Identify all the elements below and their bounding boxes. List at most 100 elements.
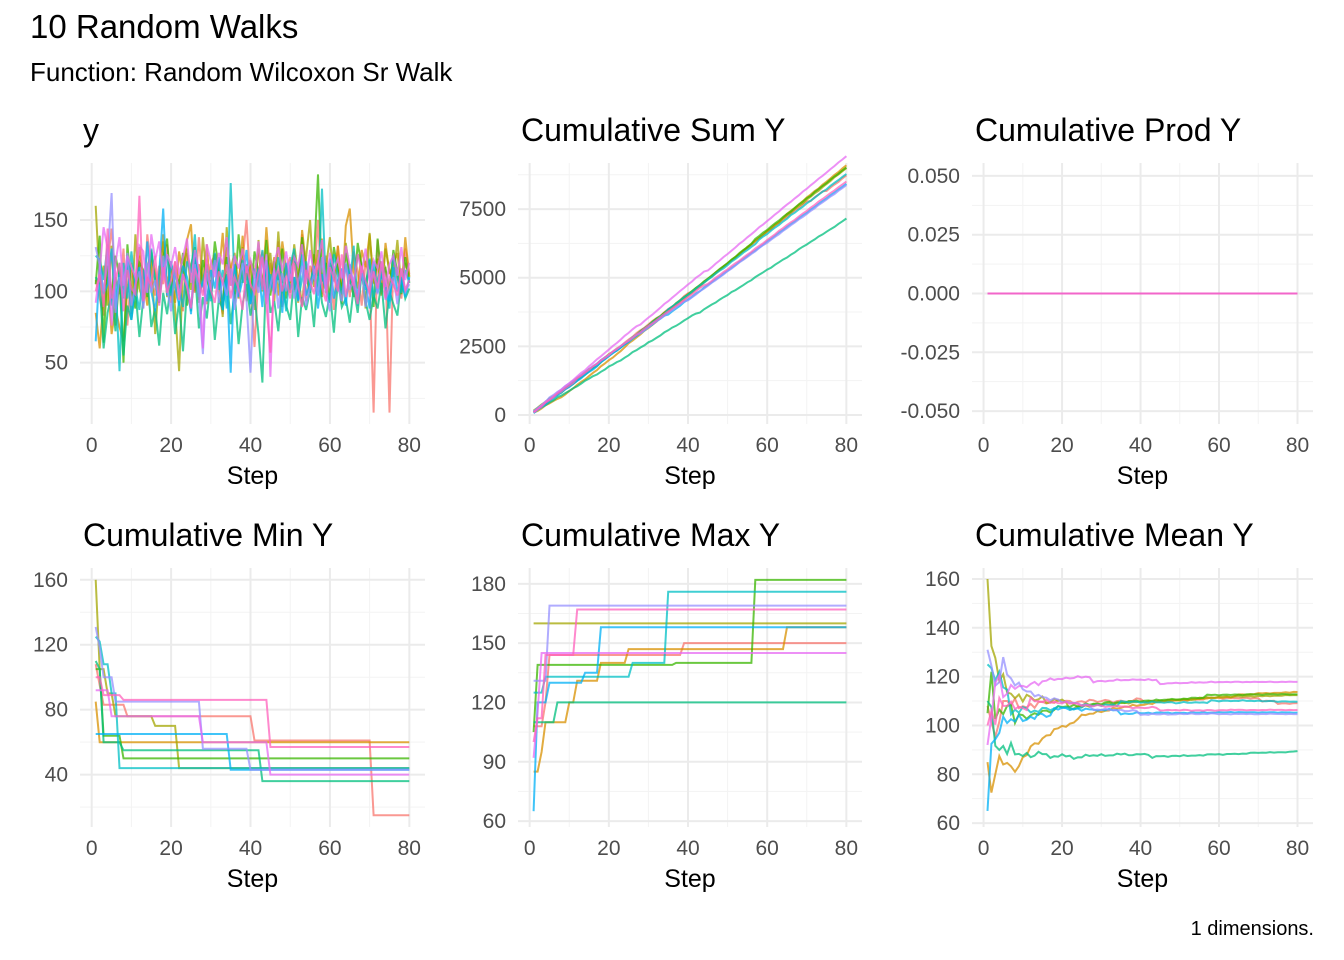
- series-line-7: [532, 626, 847, 812]
- panel-title: y: [83, 112, 99, 148]
- y-tick-label: 150: [33, 209, 68, 232]
- x-tick-label: 20: [597, 837, 620, 860]
- x-axis-label: Step: [227, 462, 278, 490]
- y-tick-label: 0.025: [907, 224, 960, 247]
- x-tick-label: 40: [676, 434, 699, 457]
- y-tick-label: 7500: [459, 198, 506, 221]
- x-tick-label: 60: [318, 434, 341, 457]
- series-line-6: [986, 663, 1298, 717]
- x-tick-label: 20: [159, 434, 182, 457]
- series-line-1: [986, 696, 1298, 741]
- y-tick-label: 0: [494, 404, 506, 427]
- x-axis-label: Step: [664, 865, 715, 893]
- series-line-4: [532, 578, 847, 733]
- panel-title: Cumulative Prod Y: [975, 112, 1241, 148]
- series-line-9: [532, 155, 848, 414]
- series-line-10: [532, 180, 847, 413]
- series-line-1: [94, 664, 410, 817]
- series-line-5: [94, 660, 410, 783]
- series-line-7: [986, 706, 1298, 811]
- x-tick-label: 20: [597, 434, 620, 457]
- series-line-10: [986, 694, 1298, 726]
- panel-title: Cumulative Max Y: [521, 517, 780, 553]
- series-line-8: [533, 604, 847, 682]
- y-tick-label: 80: [937, 763, 960, 786]
- y-tick-label: 160: [925, 568, 960, 591]
- panel-0: 0 20 40 60 80 50 100 150 y Step: [33, 112, 425, 490]
- series-line-8: [94, 626, 410, 771]
- y-tick-label: 0.000: [907, 283, 960, 306]
- x-tick-label: 60: [1207, 837, 1230, 860]
- x-tick-label: 20: [159, 837, 182, 860]
- x-tick-label: 0: [978, 837, 990, 860]
- series-line-8: [94, 192, 411, 373]
- x-tick-label: 40: [676, 837, 699, 860]
- panel-3: 0 20 40 60 80 40 80 120 160 Cumulative Min Y Step: [33, 517, 425, 893]
- series-line-8: [986, 649, 1298, 716]
- panel-title: Cumulative Sum Y: [521, 112, 785, 148]
- y-tick-label: 180: [471, 573, 506, 596]
- x-tick-label: 80: [1286, 434, 1309, 457]
- y-tick-label: 40: [45, 764, 68, 787]
- panel-title: Cumulative Min Y: [83, 517, 333, 553]
- x-tick-label: 80: [835, 837, 858, 860]
- series-line-6: [94, 635, 410, 770]
- x-axis-label: Step: [1117, 865, 1168, 893]
- x-tick-label: 0: [978, 434, 990, 457]
- y-tick-label: 100: [33, 280, 68, 303]
- panel-title: Cumulative Mean Y: [975, 517, 1254, 553]
- series-line-5: [986, 700, 1298, 761]
- x-tick-label: 80: [398, 837, 421, 860]
- series-line-10: [94, 195, 411, 353]
- series-line-9: [986, 672, 1298, 746]
- y-tick-label: 150: [471, 632, 506, 655]
- x-tick-label: 80: [1286, 837, 1309, 860]
- x-tick-label: 0: [86, 434, 98, 457]
- series-line-5: [533, 217, 847, 413]
- x-tick-label: 20: [1050, 837, 1073, 860]
- y-tick-label: 0.050: [907, 165, 960, 188]
- x-tick-label: 40: [1129, 837, 1152, 860]
- series-line-10: [532, 608, 847, 743]
- x-tick-label: 60: [756, 837, 779, 860]
- x-tick-label: 0: [86, 837, 98, 860]
- x-tick-label: 60: [1207, 434, 1230, 457]
- chart-title: 10 Random Walks: [30, 8, 299, 45]
- panel-5: 0 20 40 60 80 60 80 100 120 140 160 Cumulative Mean…: [925, 517, 1313, 893]
- y-tick-label: -0.025: [900, 341, 960, 364]
- series-line-9: [532, 652, 847, 758]
- y-tick-label: 50: [45, 352, 68, 375]
- y-tick-label: 5000: [459, 267, 506, 290]
- series-line-9: [94, 227, 411, 377]
- chart-caption: 1 dimensions.: [1190, 918, 1314, 940]
- y-tick-label: 80: [45, 699, 68, 722]
- series-line-6: [533, 590, 847, 694]
- panel-4: 0 20 40 60 80 60 90 120 150 180 Cumulative Max Y St…: [471, 517, 862, 893]
- x-axis-label: Step: [664, 462, 715, 490]
- x-tick-label: 60: [756, 434, 779, 457]
- x-tick-label: 20: [1050, 434, 1073, 457]
- series-line-5: [533, 701, 847, 724]
- x-tick-label: 40: [239, 837, 262, 860]
- x-tick-label: 80: [398, 434, 421, 457]
- series-line-7: [95, 733, 410, 771]
- x-tick-label: 60: [318, 837, 341, 860]
- y-tick-label: 2500: [459, 335, 506, 358]
- x-axis-label: Step: [227, 865, 278, 893]
- series-line-3: [986, 578, 1298, 711]
- y-tick-label: 60: [937, 812, 960, 835]
- panel-1: 0 20 40 60 80 0 2500 5000 7500 Cumulative Sum Y St…: [459, 112, 862, 490]
- series-line-1: [533, 642, 847, 728]
- series-line-2: [533, 626, 847, 773]
- y-tick-label: 100: [925, 714, 960, 737]
- x-tick-label: 0: [524, 837, 536, 860]
- y-tick-label: 60: [483, 810, 506, 833]
- x-tick-label: 40: [1129, 434, 1152, 457]
- panel-2: 0 20 40 60 80 -0.050 -0.025 0.000 0.025 0.050 Cumu…: [900, 112, 1313, 490]
- y-tick-label: 140: [925, 617, 960, 640]
- y-tick-label: 160: [33, 569, 68, 592]
- series-line-10: [95, 676, 410, 748]
- series-line-2: [94, 701, 410, 744]
- x-tick-label: 80: [835, 434, 858, 457]
